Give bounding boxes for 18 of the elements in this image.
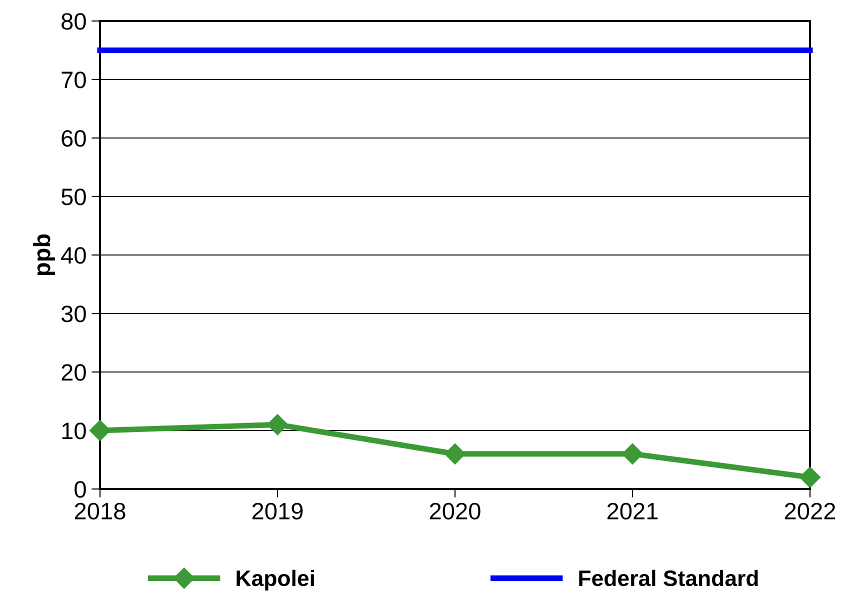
y-tick-label: 30: [61, 306, 86, 322]
y-tick-label: 0: [74, 481, 86, 498]
legend-label: Kapolei: [236, 570, 314, 591]
y-tick-label: 70: [62, 72, 86, 88]
x-tick-label: 2019: [252, 502, 303, 520]
x-tick-label: 2020: [430, 502, 480, 520]
x-tick-label: 2018: [74, 502, 126, 520]
y-tick-label: 40: [61, 247, 86, 264]
point: [799, 466, 821, 488]
legend-label: Federal Standard: [579, 570, 758, 586]
y-axis-title: ppb: [32, 234, 55, 276]
x-tick-label: 2021: [607, 502, 658, 520]
y-tick-label: 60: [62, 130, 86, 147]
y-tick-label: 80: [62, 13, 86, 30]
y-tick-label: 50: [61, 188, 86, 206]
y-tick-label: 10: [62, 422, 86, 440]
x-tick-label: 2022: [784, 502, 836, 520]
y-tick-label: 20: [62, 364, 86, 381]
